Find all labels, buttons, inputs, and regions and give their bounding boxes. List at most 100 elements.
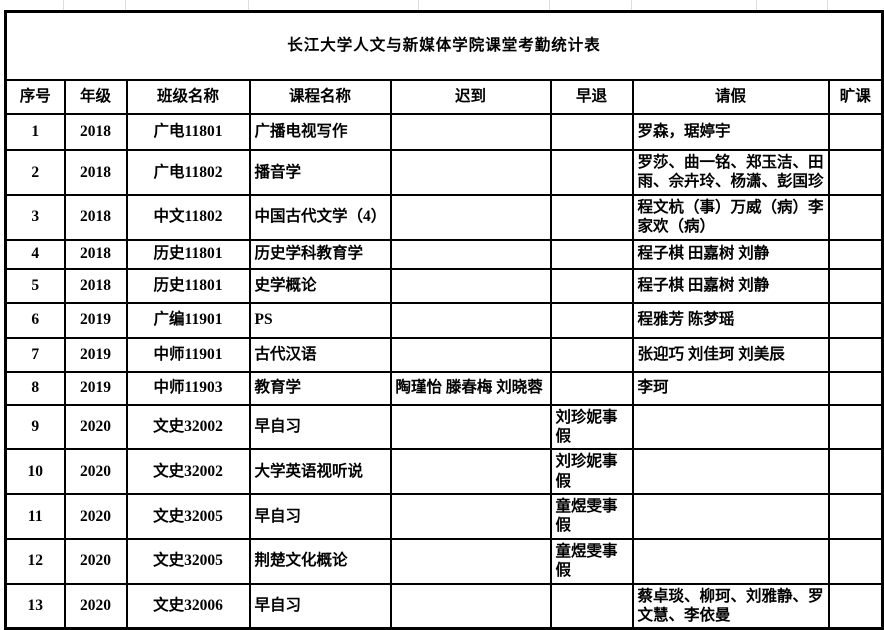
cell-late[interactable] (389, 301, 552, 339)
cell-course-name[interactable]: 播音学 (248, 149, 392, 196)
cell-early-leave[interactable] (549, 149, 634, 196)
cell-no[interactable]: 9 (4, 403, 66, 451)
cell-grade[interactable]: 2020 (63, 493, 128, 540)
cell-course-name[interactable]: PS (248, 301, 392, 339)
cell-truancy[interactable] (827, 493, 884, 540)
cell-late[interactable] (389, 537, 552, 585)
cell-early-leave[interactable] (549, 582, 634, 630)
cell-no[interactable]: 3 (4, 193, 66, 241)
column-header-truancy[interactable]: 旷课 (827, 79, 884, 115)
cell-grade[interactable]: 2019 (63, 301, 128, 339)
cell-early-leave[interactable]: 童煜雯事假 (549, 537, 634, 585)
cell-no[interactable]: 8 (4, 370, 66, 406)
cell-leave[interactable]: 程子棋 田嘉树 刘静 (631, 267, 830, 304)
cell-class-name[interactable]: 历史11801 (125, 267, 251, 304)
cell-early-leave[interactable] (549, 193, 634, 241)
cell-truancy[interactable] (827, 403, 884, 451)
cell-late[interactable] (389, 113, 552, 151)
cell-class-name[interactable]: 文史32005 (125, 537, 251, 585)
column-header-late[interactable]: 迟到 (389, 79, 552, 115)
cell-truancy[interactable] (827, 113, 884, 151)
cell-truancy[interactable] (827, 267, 884, 304)
cell-no[interactable]: 11 (4, 493, 66, 540)
cell-no[interactable]: 10 (4, 448, 66, 495)
cell-grade[interactable]: 2018 (63, 193, 128, 241)
cell-truancy[interactable] (827, 336, 884, 373)
cell-grade[interactable]: 2019 (63, 336, 128, 373)
cell-leave[interactable] (631, 403, 830, 451)
cell-late[interactable] (389, 403, 552, 451)
cell-class-name[interactable]: 广编11901 (125, 301, 251, 339)
cell-class-name[interactable]: 中师11901 (125, 336, 251, 373)
column-header-class-name[interactable]: 班级名称 (125, 79, 251, 115)
cell-leave[interactable] (631, 448, 830, 495)
cell-grade[interactable]: 2020 (63, 537, 128, 585)
cell-no[interactable]: 4 (4, 238, 66, 270)
column-header-grade[interactable]: 年级 (63, 79, 128, 115)
cell-truancy[interactable] (827, 301, 884, 339)
cell-truancy[interactable] (827, 149, 884, 196)
cell-truancy[interactable] (827, 448, 884, 495)
cell-course-name[interactable]: 广播电视写作 (248, 113, 392, 151)
column-header-leave[interactable]: 请假 (631, 79, 830, 115)
cell-truancy[interactable] (827, 193, 884, 241)
cell-late[interactable] (389, 238, 552, 270)
cell-early-leave[interactable]: 刘珍妮事假 (549, 403, 634, 451)
cell-early-leave[interactable] (549, 113, 634, 151)
cell-late[interactable] (389, 193, 552, 241)
cell-truancy[interactable] (827, 370, 884, 406)
cell-early-leave[interactable] (549, 370, 634, 406)
cell-course-name[interactable]: 早自习 (248, 403, 392, 451)
cell-course-name[interactable]: 史学概论 (248, 267, 392, 304)
cell-class-name[interactable]: 文史32006 (125, 582, 251, 630)
cell-leave[interactable]: 蔡卓琰、柳珂、刘雅静、罗文慧、李依曼 (631, 582, 830, 630)
cell-class-name[interactable]: 中师11903 (125, 370, 251, 406)
cell-early-leave[interactable] (549, 267, 634, 304)
cell-class-name[interactable]: 历史11801 (125, 238, 251, 270)
table-title[interactable]: 长江大学人文与新媒体学院课堂考勤统计表 (4, 10, 884, 81)
cell-leave[interactable]: 程文杭（事）万威（病）李家欢（病） (631, 193, 830, 241)
cell-class-name[interactable]: 中文11802 (125, 193, 251, 241)
cell-late[interactable] (389, 267, 552, 304)
cell-no[interactable]: 2 (4, 149, 66, 196)
cell-grade[interactable]: 2018 (63, 267, 128, 304)
cell-truancy[interactable] (827, 238, 884, 270)
cell-course-name[interactable]: 古代汉语 (248, 336, 392, 373)
cell-grade[interactable]: 2020 (63, 448, 128, 495)
cell-grade[interactable]: 2018 (63, 149, 128, 196)
cell-class-name[interactable]: 文史32002 (125, 448, 251, 495)
cell-leave[interactable]: 张迎巧 刘佳珂 刘美辰 (631, 336, 830, 373)
cell-late[interactable] (389, 336, 552, 373)
cell-no[interactable]: 1 (4, 113, 66, 151)
cell-leave[interactable]: 罗莎、曲一铭、郑玉洁、田雨、佘卉玲、杨潇、彭国珍 (631, 149, 830, 196)
cell-early-leave[interactable]: 童煜雯事假 (549, 493, 634, 540)
cell-class-name[interactable]: 文史32005 (125, 493, 251, 540)
cell-late[interactable] (389, 582, 552, 630)
cell-no[interactable]: 7 (4, 336, 66, 373)
cell-leave[interactable]: 罗森，琚婷宇 (631, 113, 830, 151)
cell-grade[interactable]: 2020 (63, 582, 128, 630)
cell-leave[interactable]: 程子棋 田嘉树 刘静 (631, 238, 830, 270)
cell-grade[interactable]: 2018 (63, 113, 128, 151)
cell-early-leave[interactable] (549, 238, 634, 270)
cell-class-name[interactable]: 广电11801 (125, 113, 251, 151)
cell-course-name[interactable]: 早自习 (248, 582, 392, 630)
cell-no[interactable]: 12 (4, 537, 66, 585)
cell-no[interactable]: 13 (4, 582, 66, 630)
cell-leave[interactable] (631, 537, 830, 585)
cell-late[interactable] (389, 149, 552, 196)
cell-leave[interactable]: 程雅芳 陈梦瑶 (631, 301, 830, 339)
column-header-no[interactable]: 序号 (4, 79, 66, 115)
cell-late[interactable] (389, 493, 552, 540)
cell-no[interactable]: 5 (4, 267, 66, 304)
cell-late[interactable]: 陶瑾怡 滕春梅 刘晓蓉 (389, 370, 552, 406)
cell-course-name[interactable]: 历史学科教育学 (248, 238, 392, 270)
cell-early-leave[interactable]: 刘珍妮事假 (549, 448, 634, 495)
cell-course-name[interactable]: 荆楚文化概论 (248, 537, 392, 585)
cell-class-name[interactable]: 广电11802 (125, 149, 251, 196)
cell-no[interactable]: 6 (4, 301, 66, 339)
cell-course-name[interactable]: 大学英语视听说 (248, 448, 392, 495)
cell-class-name[interactable]: 文史32002 (125, 403, 251, 451)
cell-grade[interactable]: 2019 (63, 370, 128, 406)
cell-course-name[interactable]: 早自习 (248, 493, 392, 540)
